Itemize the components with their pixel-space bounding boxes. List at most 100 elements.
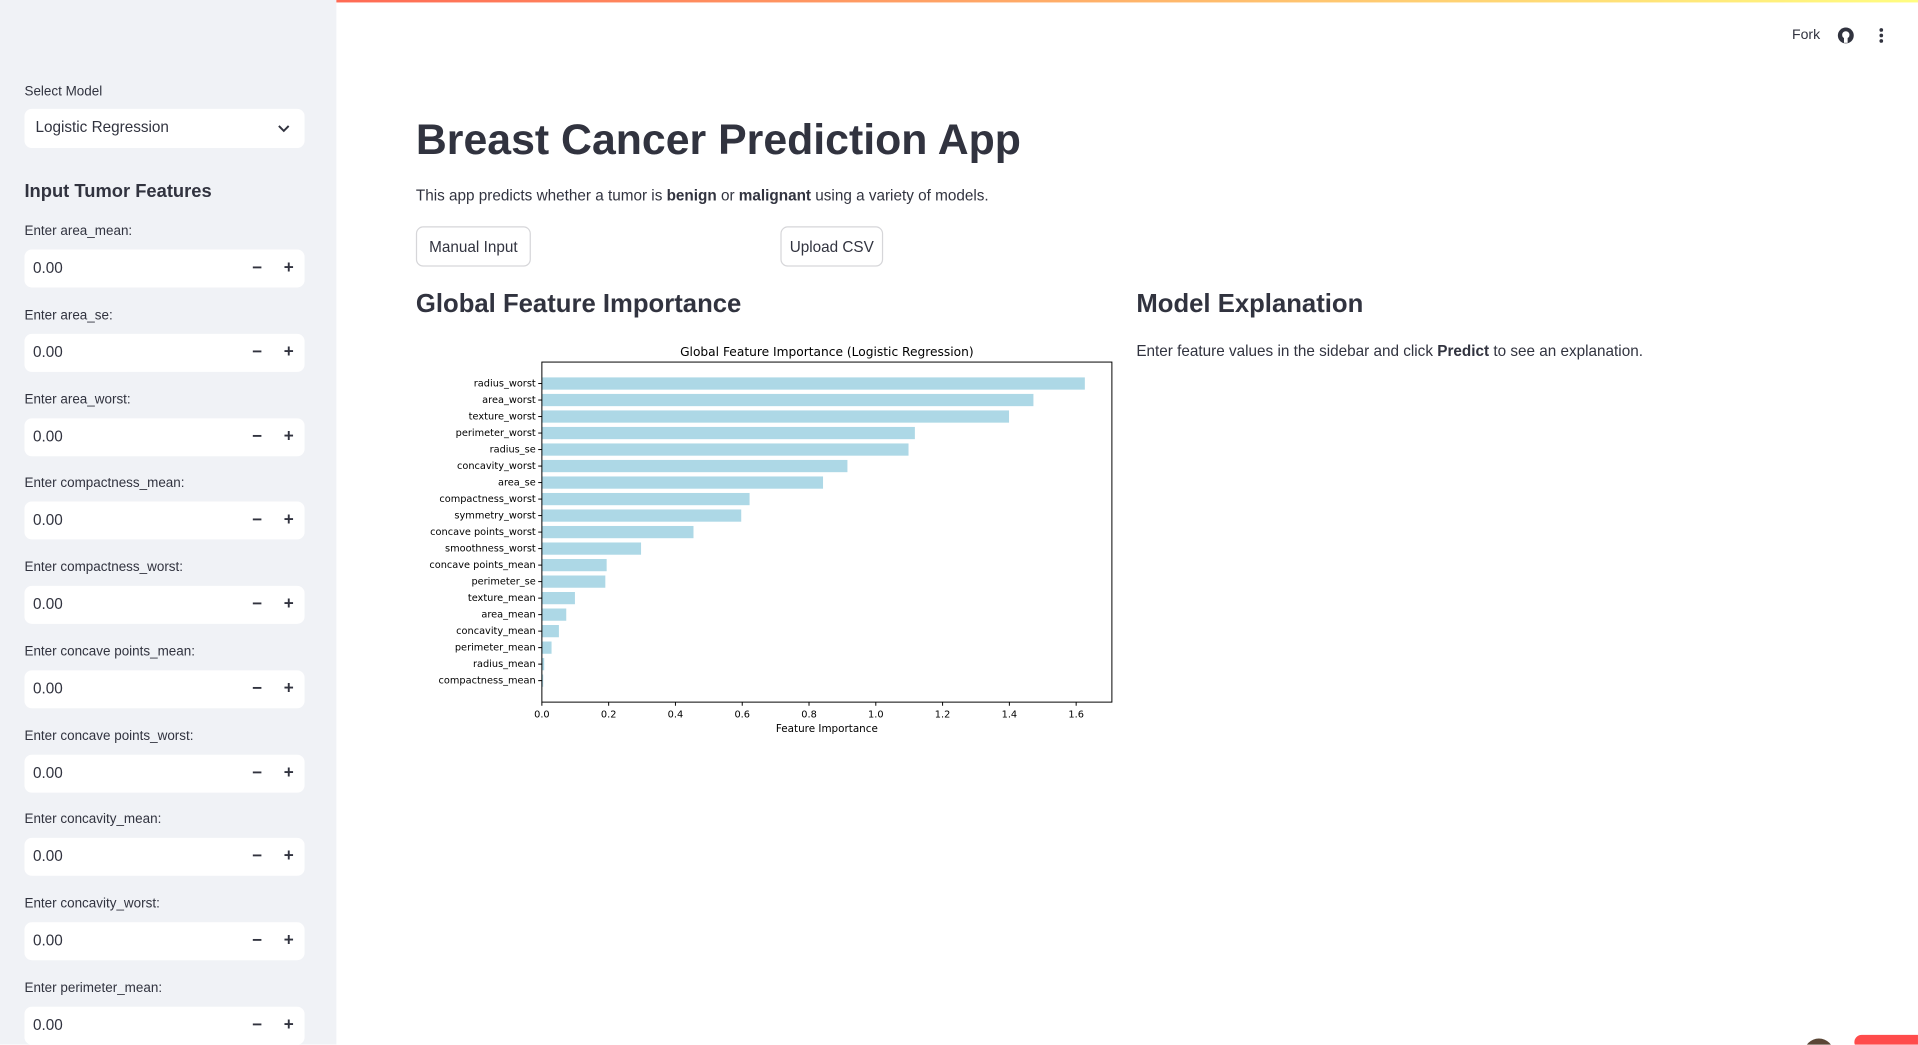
input-value: 0.00 [33, 679, 63, 697]
decrement-button[interactable]: − [251, 761, 262, 782]
bar [541, 625, 559, 638]
input-label: Enter area_se: [24, 307, 113, 323]
decrement-button[interactable]: − [251, 425, 262, 445]
y-tick-label: perimeter_mean [455, 643, 536, 654]
decrement-button[interactable]: − [251, 929, 262, 950]
explanation-text: Enter feature values in the sidebar and … [1136, 342, 1643, 359]
text: malignant [738, 187, 812, 205]
increment-button[interactable]: + [283, 340, 294, 361]
input-label: Enter concave points_worst: [24, 728, 194, 744]
number-input[interactable]: 0.00 − + [24, 501, 305, 540]
increment-button[interactable]: + [283, 845, 294, 866]
decrement-button[interactable]: − [251, 593, 262, 613]
number-input[interactable]: 0.00 − + [24, 1006, 305, 1045]
bar [541, 558, 607, 572]
x-tick-label: 1.4 [1002, 709, 1018, 720]
number-input[interactable]: 0.00 − + [24, 922, 305, 961]
x-tick-label: 0.4 [668, 709, 684, 720]
y-tick-label: concave points_worst [430, 527, 536, 538]
bar [541, 476, 824, 489]
number-input[interactable]: 0.00− + [24, 838, 305, 877]
y-tick-label: radius_mean [473, 659, 536, 670]
input-value: 0.00 [33, 1016, 63, 1034]
bar [541, 658, 545, 671]
increment-button[interactable]: + [283, 761, 294, 782]
text: using a variety of models. [811, 187, 989, 205]
increment-button[interactable]: + [283, 425, 294, 445]
sidebar: Select Model Logistic Regression Input T… [0, 0, 337, 1045]
bar [541, 575, 606, 588]
input-label: Enter concavity_mean: [24, 812, 162, 828]
y-tick-label: compactness_mean [439, 676, 536, 687]
chevron-icon [278, 125, 290, 133]
y-tick-label: texture_worst [469, 412, 536, 423]
increment-button[interactable]: + [283, 929, 294, 950]
y-tick-label: symmetry_worst [454, 511, 535, 522]
input-label: Enter area_mean: [24, 223, 133, 239]
bar [541, 608, 567, 621]
bar [541, 443, 909, 456]
number-input[interactable]: 0.00 − + [24, 754, 305, 793]
y-tick-label: smoothness_worst [445, 544, 536, 555]
number-input[interactable]: 0.00 − + [24, 333, 305, 372]
menu-icon[interactable] [1874, 27, 1889, 44]
y-tick-label: texture_mean [468, 593, 536, 604]
increment-button[interactable]: + [283, 1013, 294, 1034]
increment-button[interactable]: + [283, 593, 294, 613]
model-select[interactable]: Logistic Regression [24, 108, 305, 149]
avatar [1804, 1038, 1834, 1045]
decrement-button[interactable]: − [251, 256, 262, 277]
bar [541, 492, 750, 506]
number-input[interactable]: 0.00 − + [24, 585, 305, 624]
bar [541, 592, 575, 605]
x-tick-label: 1.0 [868, 709, 884, 720]
y-tick-label: radius_worst [474, 379, 536, 390]
select-label: Select Model [24, 84, 103, 100]
decrement-button[interactable]: − [251, 509, 262, 529]
app-title: Breast Cancer Prediction App [415, 116, 1021, 164]
y-tick-label: concave points_mean [429, 560, 535, 571]
increment-button[interactable]: + [283, 509, 294, 529]
decrement-button[interactable]: − [251, 677, 262, 697]
increment-button[interactable]: + [283, 256, 294, 277]
number-input[interactable]: 0.00 − + [24, 670, 305, 708]
text: benign [666, 187, 717, 205]
y-tick-label: concavity_mean [456, 626, 536, 637]
bar [541, 426, 915, 440]
intro-text: This app predicts whether a tumor is ben… [416, 187, 989, 204]
bar [541, 459, 848, 473]
y-tick-label: area_se [498, 478, 536, 489]
input-value: 0.00 [33, 343, 63, 361]
bar [541, 641, 552, 654]
text: Enter feature values in the sidebar and … [1136, 342, 1438, 360]
increment-button[interactable]: + [283, 677, 294, 697]
number-input[interactable]: 0.00− + [24, 417, 305, 456]
x-tick-label: 0.2 [601, 709, 617, 720]
input-value: 0.00 [33, 511, 63, 529]
decrement-button[interactable]: − [251, 845, 262, 866]
bar [541, 509, 742, 522]
y-tick-label: compactness_worst [439, 494, 536, 505]
number-input[interactable]: 0.00− + [24, 249, 305, 288]
bar [541, 525, 694, 539]
decrement-button[interactable]: − [251, 1013, 262, 1034]
github-icon[interactable] [1837, 27, 1854, 44]
chart: Global Feature Importance (Logistic Regr… [429, 345, 1113, 735]
x-tick-label: 1.2 [935, 709, 951, 720]
chart-title: Global Feature Importance (Logistic Regr… [680, 345, 974, 359]
fork-link[interactable]: Fork [1791, 28, 1821, 43]
input-label: Enter compactness_mean: [24, 476, 185, 491]
decrement-button[interactable]: − [251, 340, 262, 361]
upload-csv-button[interactable]: Upload CSV [780, 226, 884, 267]
input-value: 0.00 [33, 595, 63, 613]
bar [541, 410, 1010, 423]
plot-frame [541, 361, 1113, 703]
y-tick-label: area_worst [482, 395, 536, 406]
input-value: 0.00 [33, 932, 63, 950]
section-heading: Model Explanation [1136, 289, 1364, 319]
x-tick-label: 0.6 [734, 709, 750, 720]
input-value: 0.00 [33, 763, 63, 782]
manual-input-button[interactable]: Manual Input [415, 226, 531, 267]
